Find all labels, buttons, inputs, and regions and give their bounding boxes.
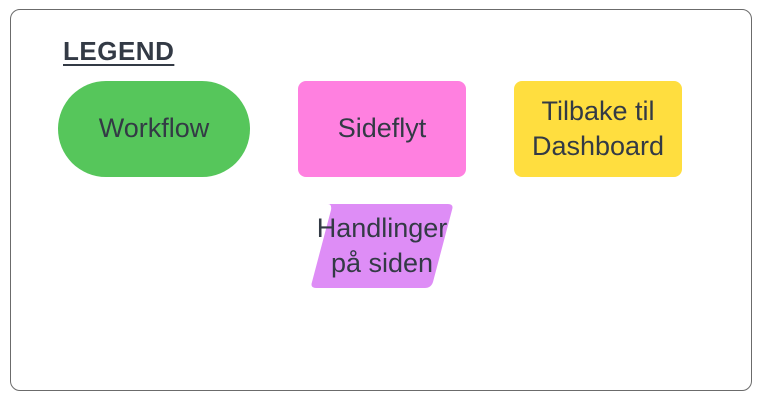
legend-frame [10,9,752,391]
legend-item-sideflyt-label: Sideflyt [337,113,427,144]
legend-item-tilbake-til-dashboard-label: Tilbake til Dashboard [531,95,665,161]
legend-item-tilbake-til-dashboard: Tilbake til Dashboard [514,81,682,177]
legend-item-workflow: Workflow [58,81,250,177]
legend-item-handlinger-pa-siden: Handlinger på siden [300,204,464,288]
parallelogram-shape [311,204,453,288]
legend-item-workflow-label: Workflow [98,113,210,144]
legend-item-handlinger-pa-siden-label: Handlinger på siden [316,212,448,278]
legend-item-sideflyt: Sideflyt [298,81,466,177]
legend-title: LEGEND [63,36,175,66]
